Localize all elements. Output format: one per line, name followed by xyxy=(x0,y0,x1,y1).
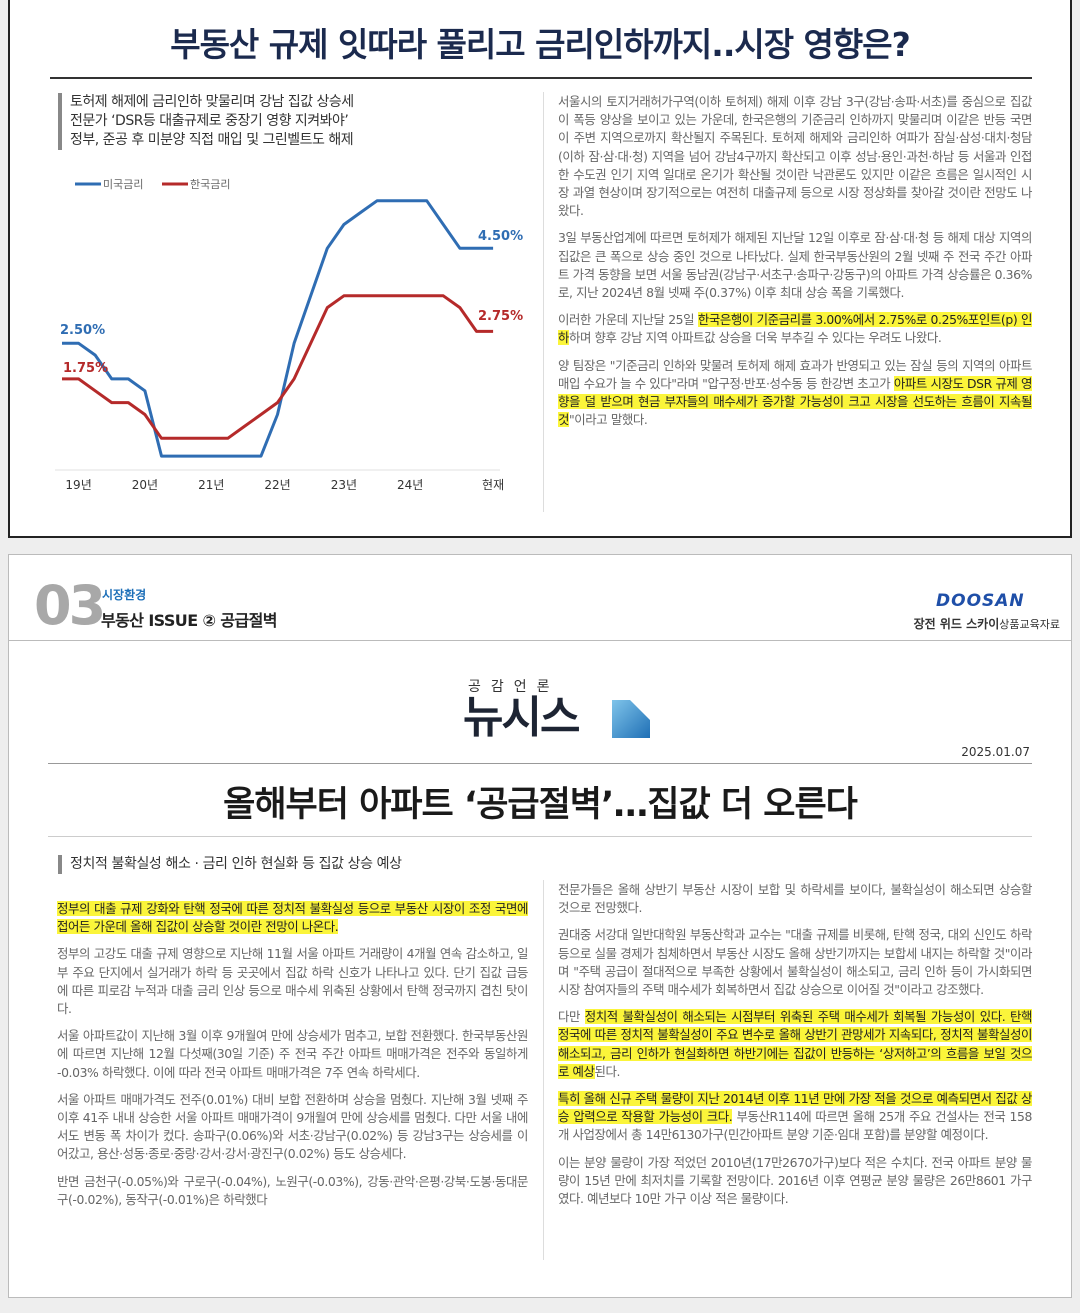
paragraph: 이는 분양 물량이 가장 적었던 2010년(17만2670가구)보다 적은 수… xyxy=(558,1154,1032,1209)
doc-type: 상품교육자료 xyxy=(999,618,1060,631)
text-run: 서울 아파트값이 지난해 3월 이후 9개월여 만에 상승세가 멈추고, 보합 … xyxy=(57,1028,528,1080)
text-run: 이러한 가운데 지난달 25일 xyxy=(558,312,698,328)
section-title: 부동산 ISSUE ② 공급절벽 xyxy=(101,611,278,630)
header-rule xyxy=(9,640,1071,641)
section-label: 시장환경 xyxy=(102,588,147,602)
paragraph: 서울 아파트값이 지난해 3월 이후 9개월여 만에 상승세가 멈추고, 보합 … xyxy=(57,1027,528,1082)
outlet-tagline: 공감언론 xyxy=(468,679,560,695)
text-run: "이라고 말했다. xyxy=(569,412,648,428)
doc-info: 장전 위드 스카이상품교육자료 xyxy=(914,615,1060,632)
x-tick-label: 19년 xyxy=(65,478,91,492)
paragraph: 다만 정치적 불확실성이 해소되는 시점부터 위축된 주택 매수세가 회복될 가… xyxy=(558,1008,1032,1081)
section-number: 03 xyxy=(34,574,106,637)
x-tick-label: 21년 xyxy=(198,478,224,492)
bullet: 정부, 준공 후 미분양 직접 매입 및 그린벨트도 해제 xyxy=(70,132,354,148)
text-run: 정부의 고강도 대출 규제 영향으로 지난해 11월 서울 아파트 거래량이 4… xyxy=(57,946,528,1017)
subheading-text: 정치적 불확실성 해소 · 금리 인하 현실화 등 집값 상승 예상 xyxy=(70,856,402,872)
highlighted-text: 정치적 불확실성이 해소되는 시점부터 위축된 주택 매수세가 회복될 가능성이… xyxy=(558,1009,1032,1079)
paragraph: 3일 부동산업계에 따르면 토허제가 해제된 지난달 12일 이후로 잠·삼·대… xyxy=(558,229,1032,302)
outlet-icon xyxy=(612,700,650,738)
legend-label: 한국금리 xyxy=(190,178,230,191)
x-tick-label: 20년 xyxy=(132,478,158,492)
text-run: 반면 금천구(-0.05%)와 구로구(-0.04%), 노원구(-0.03%)… xyxy=(57,1173,528,1207)
paragraph: 권대중 서강대 일반대학원 부동산학과 교수는 "대출 규제를 비롯해, 탄핵 … xyxy=(558,926,1032,999)
title-rule xyxy=(50,77,1032,79)
annotation: 4.50% xyxy=(478,229,523,244)
x-tick-label: 24년 xyxy=(397,478,423,492)
highlighted-text: 정부의 대출 규제 강화와 탄핵 정국에 따른 정치적 불확실성 등으로 부동산… xyxy=(57,901,528,935)
rate-line xyxy=(62,294,494,440)
subheading: 정치적 불확실성 해소 · 금리 인하 현실화 등 집값 상승 예상 xyxy=(58,855,402,874)
project-name: 장전 위드 스카이 xyxy=(913,617,1000,631)
article-column: 전문가들은 올해 상반기 부동산 시장이 보합 및 하락세를 보이다, 불확실성… xyxy=(558,881,1032,1217)
paragraph: 서울시의 토지거래허가구역(이하 토허제) 해제 이후 강남 3구(강남·송파·… xyxy=(558,93,1032,220)
article-date: 2025.01.07 xyxy=(961,745,1030,759)
icon-shape xyxy=(612,700,650,738)
x-tick-label: 23년 xyxy=(331,478,357,492)
text-run: 권대중 서강대 일반대학원 부동산학과 교수는 "대출 규제를 비롯해, 탄핵 … xyxy=(558,927,1032,998)
paragraph: 정부의 고강도 대출 규제 영향으로 지난해 11월 서울 아파트 거래량이 4… xyxy=(57,945,528,1018)
rate-line xyxy=(62,199,494,458)
text-run: 서울시의 토지거래허가구역(이하 토허제) 해제 이후 강남 3구(강남·송파·… xyxy=(558,94,1032,219)
x-tick-label: 22년 xyxy=(264,478,290,492)
headline: 올해부터 아파트 ‘공급절벽’…집값 더 오른다 xyxy=(223,785,858,825)
date-rule xyxy=(48,763,1032,764)
annotation: 2.50% xyxy=(60,323,105,338)
outlet-name: 뉴시스 xyxy=(463,692,580,743)
legend-label: 미국금리 xyxy=(103,178,143,191)
text-run: 된다. xyxy=(594,1063,621,1079)
bullet: 전문가 ‘DSR등 대출규제로 중장기 영향 지켜봐야’ xyxy=(70,113,349,129)
text-run: 서울 아파트 매매가격도 전주(0.01%) 대비 보합 전환하며 상승을 멈췄… xyxy=(57,1091,528,1162)
paragraph: 특히 올해 신규 주택 물량이 지난 2014년 이후 11년 만에 가장 적을… xyxy=(558,1090,1032,1145)
headline-rule xyxy=(48,836,1032,837)
text-run: 양 팀장은 "기준금리 인하와 맞물려 토허제 해제 효과가 반영되고 있는 잠… xyxy=(558,357,1032,391)
text-run: 하며 향후 강남 지역 아파트값 상승을 더욱 부추길 수 있다는 우려도 나왔… xyxy=(569,330,942,346)
article-column: 서울시의 토지거래허가구역(이하 토허제) 해제 이후 강남 3구(강남·송파·… xyxy=(558,93,1032,438)
top-panel xyxy=(8,0,1072,538)
paragraph: 반면 금천구(-0.05%)와 구로구(-0.04%), 노원구(-0.03%)… xyxy=(57,1173,528,1209)
annotation: 1.75% xyxy=(63,361,108,376)
brand-logo: DOOSAN xyxy=(936,591,1025,611)
paragraph: 양 팀장은 "기준금리 인하와 맞물려 토허제 해제 효과가 반영되고 있는 잠… xyxy=(558,357,1032,430)
text-run: 다만 xyxy=(558,1009,585,1025)
annotation: 2.75% xyxy=(478,309,523,324)
paragraph: 서울 아파트 매매가격도 전주(0.01%) 대비 보합 전환하며 상승을 멈췄… xyxy=(57,1091,528,1164)
bullet: 토허제 해제에 금리인하 맞물리며 강남 집값 상승세 xyxy=(70,94,354,110)
text-run: 이는 분양 물량이 가장 적었던 2010년(17만2670가구)보다 적은 수… xyxy=(558,1154,1032,1207)
bullet-list: 토허제 해제에 금리인하 맞물리며 강남 집값 상승세 전문가 ‘DSR등 대출… xyxy=(58,93,354,150)
paragraph: 정부의 대출 규제 강화와 탄핵 정국에 따른 정치적 불확실성 등으로 부동산… xyxy=(57,900,528,936)
rate-chart: 19년 20년 21년 22년 23년 24년 현재 미국금리 한국금리 2.50% 1.75% 4.… xyxy=(55,178,523,492)
paragraph: 이러한 가운데 지난달 25일 한국은행이 기준금리를 3.00%에서 2.75… xyxy=(558,311,1032,347)
top-title: 부동산 규제 잇따라 풀리고 금리인하까지..시장 영향은? xyxy=(170,25,911,64)
text-run: 전문가들은 올해 상반기 부동산 시장이 보합 및 하락세를 보이다, 불확실성… xyxy=(558,882,1032,916)
x-tick-label: 현재 xyxy=(482,478,504,492)
column-divider xyxy=(543,92,544,512)
paragraph: 전문가들은 올해 상반기 부동산 시장이 보합 및 하락세를 보이다, 불확실성… xyxy=(558,881,1032,917)
text-run: 3일 부동산업계에 따르면 토허제가 해제된 지난달 12일 이후로 잠·삼·대… xyxy=(558,230,1032,301)
text-run: 부동산R114에 따르면 올해 25개 주요 건설사는 전국 158개 사업장에… xyxy=(558,1109,1033,1143)
article-column: 정부의 대출 규제 강화와 탄핵 정국에 따른 정치적 불확실성 등으로 부동산… xyxy=(57,900,528,1218)
column-divider xyxy=(543,880,544,1260)
